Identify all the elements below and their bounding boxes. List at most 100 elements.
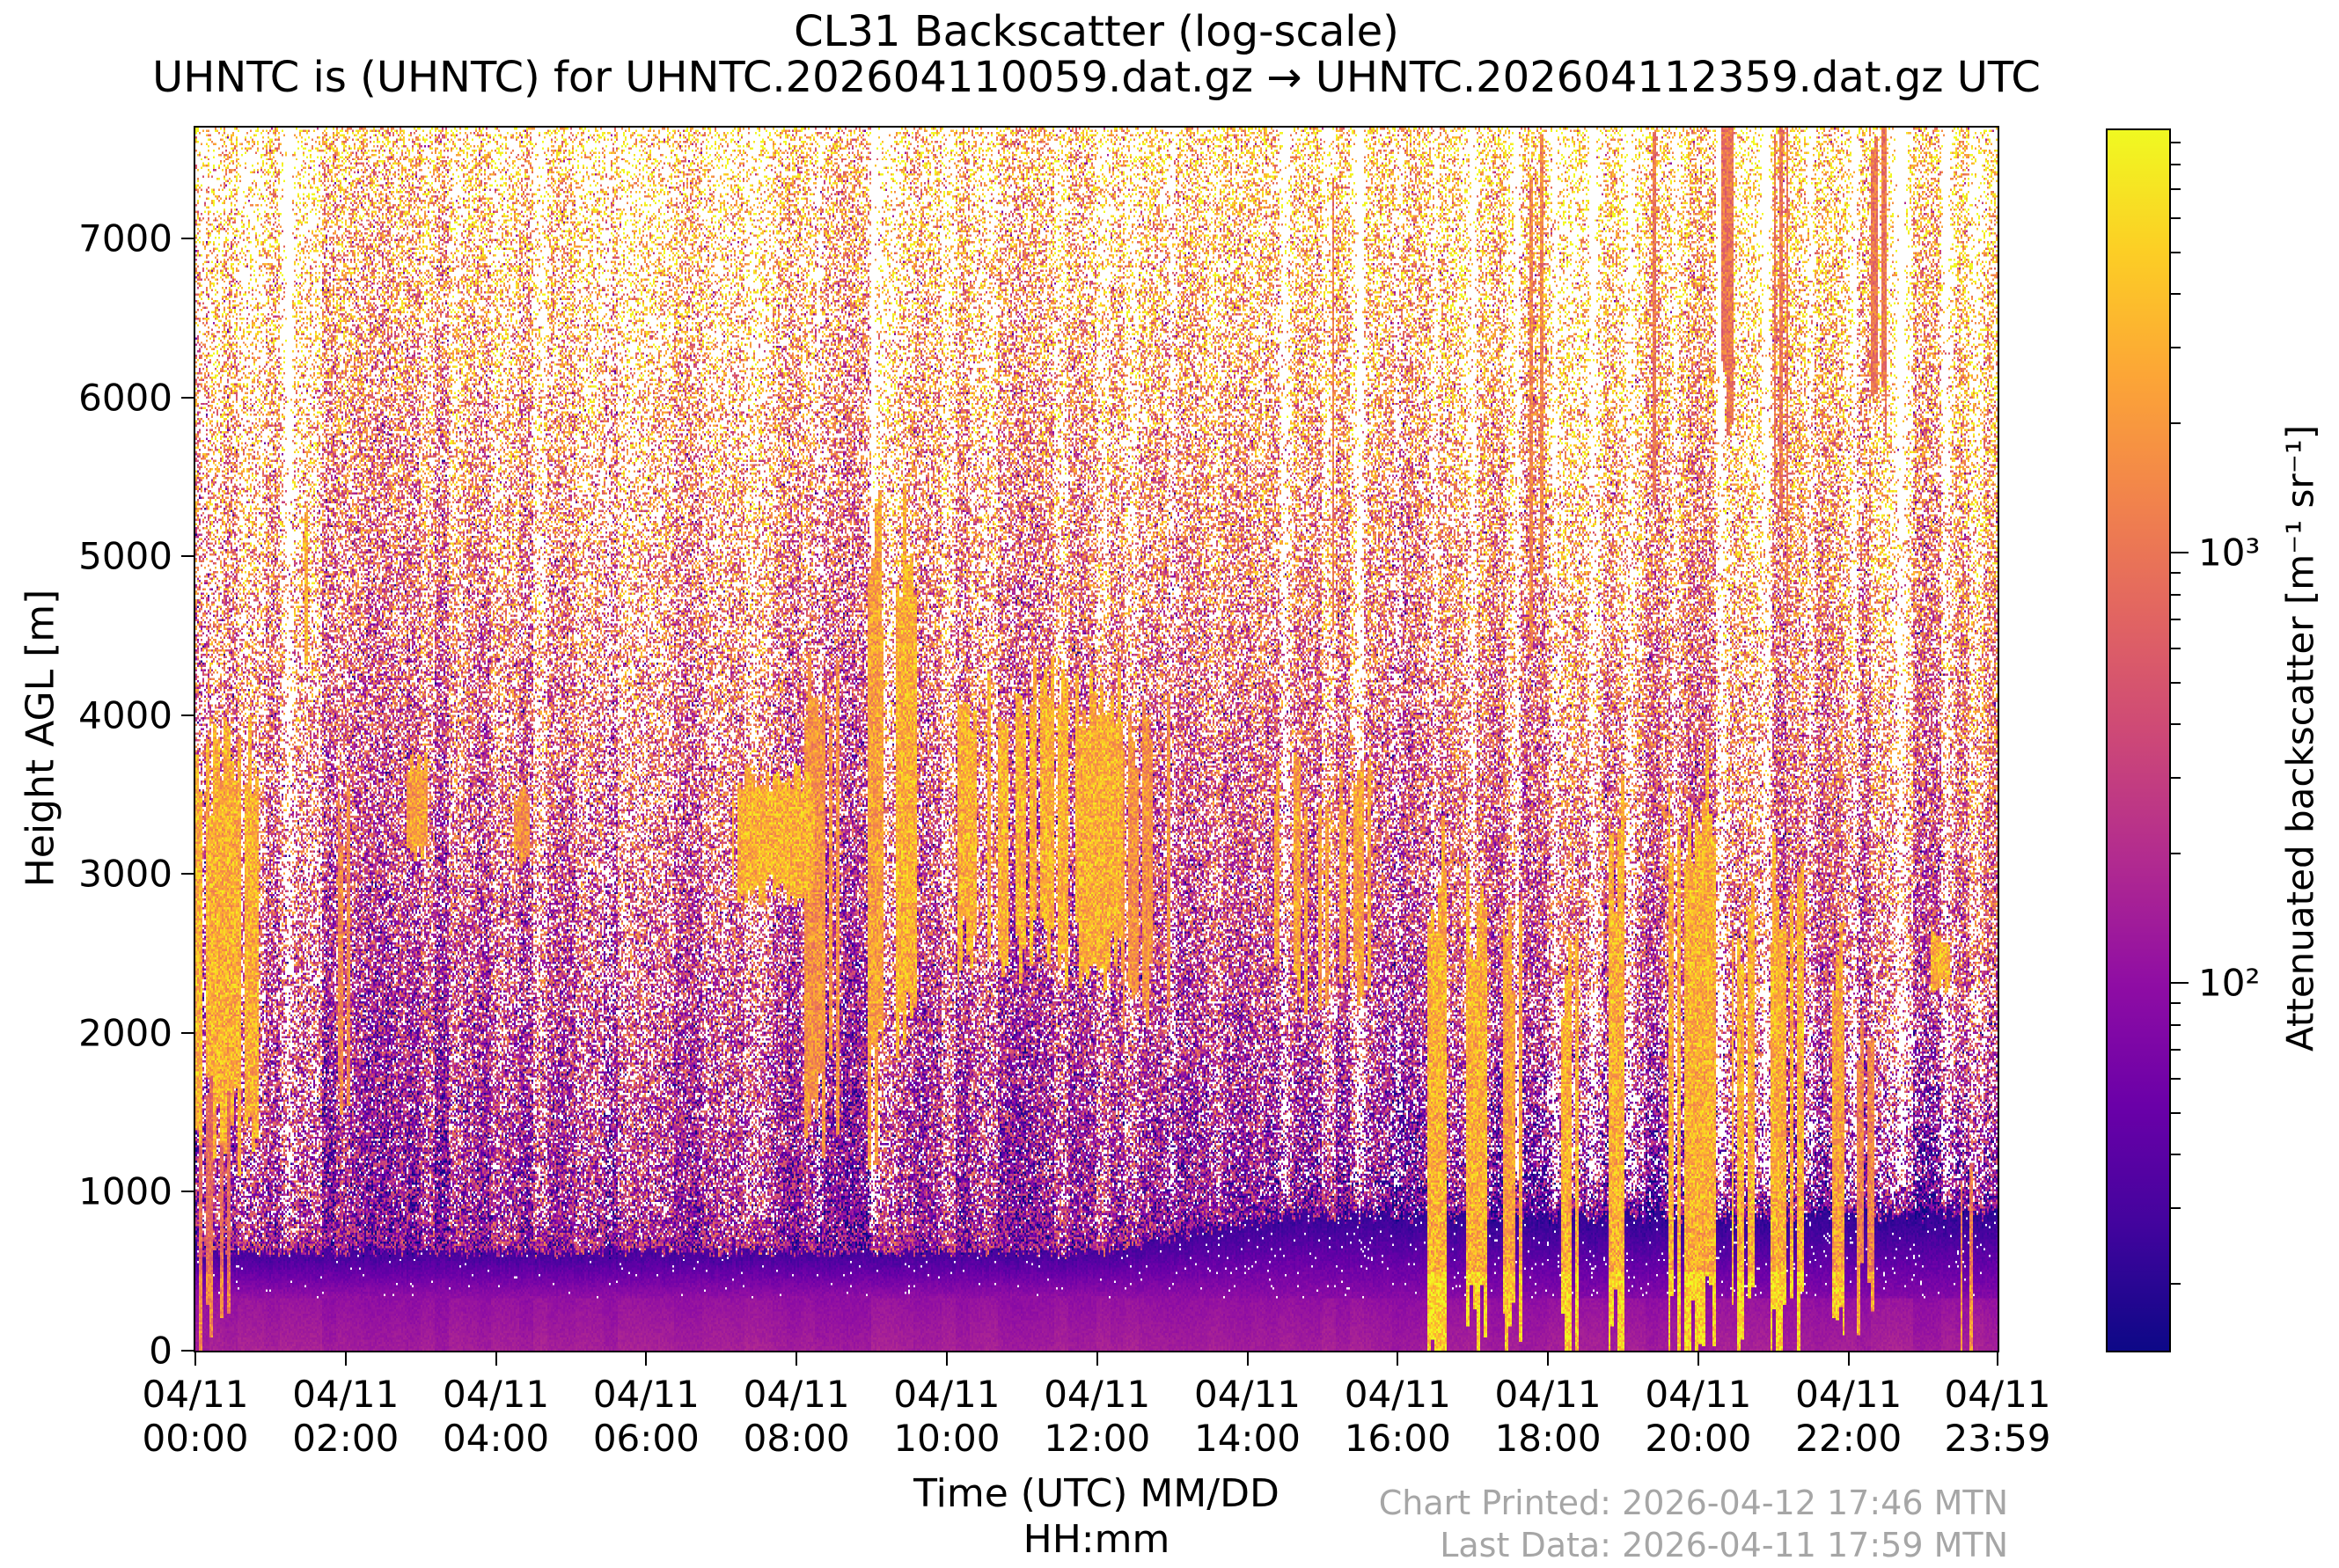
y-tick [181, 555, 194, 558]
colorbar-tick-label: 10² [2198, 961, 2261, 1005]
x-tick [1397, 1352, 1399, 1366]
colorbar-minor-tick [2171, 251, 2181, 253]
footer-chart-printed: Chart Printed: 2026-04-12 17:46 MTN [1378, 1484, 2008, 1522]
x-tick-label: 04/11 06:00 [593, 1373, 700, 1461]
x-tick-label-date: 04/11 [1795, 1373, 1903, 1416]
x-tick [194, 1352, 196, 1366]
x-tick [1997, 1352, 1998, 1366]
x-tick-label: 04/11 04:00 [443, 1373, 549, 1461]
colorbar-minor-tick [2171, 647, 2181, 649]
y-tick [181, 714, 194, 716]
colorbar-minor-tick [2171, 593, 2181, 596]
x-axis-label-line2: HH:mm [1023, 1517, 1170, 1562]
x-tick-label: 04/11 23:59 [1944, 1373, 2050, 1461]
x-tick-label-date: 04/11 [1944, 1373, 2051, 1416]
x-tick [1697, 1352, 1699, 1366]
x-tick [344, 1352, 347, 1366]
colorbar-minor-tick [2171, 619, 2181, 621]
x-tick-label: 04/11 02:00 [292, 1373, 399, 1461]
x-tick-label-time: 18:00 [1494, 1417, 1602, 1460]
colorbar-minor-tick [2171, 422, 2181, 425]
y-tick-label: 7000 [78, 216, 172, 260]
y-tick-label: 0 [149, 1329, 172, 1373]
colorbar-minor-tick [2171, 292, 2181, 295]
colorbar-minor-tick [2171, 141, 2181, 143]
x-tick-label-date: 04/11 [443, 1373, 550, 1416]
y-tick-label: 2000 [78, 1011, 172, 1055]
x-tick-label-date: 04/11 [1193, 1373, 1301, 1416]
x-tick-label: 04/11 10:00 [893, 1373, 1000, 1461]
x-tick-label: 04/11 08:00 [744, 1373, 850, 1461]
x-tick-label-time: 02:00 [292, 1417, 400, 1460]
y-tick-label: 3000 [78, 852, 172, 896]
x-tick-label: 04/11 14:00 [1194, 1373, 1301, 1461]
x-tick-label-date: 04/11 [142, 1373, 249, 1416]
x-tick-label-time: 16:00 [1344, 1417, 1451, 1460]
x-tick-label: 04/11 12:00 [1044, 1373, 1150, 1461]
x-tick-label-date: 04/11 [893, 1373, 1001, 1416]
x-tick [945, 1352, 948, 1366]
colorbar-minor-tick [2171, 722, 2181, 725]
colorbar-major-tick [2171, 552, 2189, 554]
x-tick-label-date: 04/11 [743, 1373, 850, 1416]
chart-title: CL31 Backscatter (log-scale) [794, 7, 1399, 56]
colorbar-minor-tick [2171, 777, 2181, 780]
footer-last-data: Last Data: 2026-04-11 17:59 MTN [1440, 1526, 2008, 1564]
x-tick [1246, 1352, 1249, 1366]
colorbar-minor-tick [2171, 571, 2181, 574]
colorbar-minor-tick [2171, 1207, 2181, 1210]
y-tick-label: 6000 [78, 376, 172, 420]
colorbar-minor-tick [2171, 1001, 2181, 1004]
x-tick-label-time: 00:00 [142, 1417, 249, 1460]
x-tick-label-date: 04/11 [1044, 1373, 1151, 1416]
x-tick-label-time: 14:00 [1193, 1417, 1301, 1460]
colorbar-major-tick [2171, 982, 2189, 985]
x-tick-label-time: 04:00 [443, 1417, 550, 1460]
colorbar-minor-tick [2171, 681, 2181, 684]
plot-area [194, 126, 1999, 1352]
x-tick [645, 1352, 648, 1366]
colorbar-minor-tick [2171, 1077, 2181, 1080]
x-tick-label-date: 04/11 [1344, 1373, 1451, 1416]
y-tick-label: 4000 [78, 693, 172, 737]
x-axis-label-line1: Time (UTC) MM/DD [913, 1471, 1279, 1516]
x-tick-label: 04/11 18:00 [1495, 1373, 1602, 1461]
x-tick-label-time: 23:59 [1944, 1417, 2051, 1460]
y-tick [181, 1031, 194, 1034]
colorbar-minor-tick [2171, 163, 2181, 165]
x-axis-label: Time (UTC) MM/DD HH:mm [913, 1471, 1279, 1563]
x-tick-label-time: 22:00 [1795, 1417, 1903, 1460]
colorbar-minor-tick [2171, 1023, 2181, 1026]
colorbar-minor-tick [2171, 188, 2181, 191]
y-tick [181, 396, 194, 399]
x-tick-label-time: 10:00 [893, 1417, 1001, 1460]
x-tick-label: 04/11 16:00 [1345, 1373, 1451, 1461]
x-tick-label: 04/11 22:00 [1795, 1373, 1902, 1461]
colorbar-minor-tick [2171, 216, 2181, 219]
x-tick-label: 04/11 00:00 [142, 1373, 248, 1461]
colorbar-minor-tick [2171, 853, 2181, 855]
colorbar-minor-tick [2171, 1154, 2181, 1156]
x-tick-label: 04/11 20:00 [1645, 1373, 1751, 1461]
x-tick-label-time: 20:00 [1645, 1417, 1752, 1460]
x-tick [796, 1352, 798, 1366]
y-tick-label: 5000 [78, 534, 172, 578]
x-tick-label-date: 04/11 [292, 1373, 400, 1416]
chart-subtitle: UHNTC is (UHNTC) for UHNTC.202604110059.… [152, 53, 2041, 102]
y-tick [181, 238, 194, 240]
y-tick [181, 1350, 194, 1352]
colorbar-tick-label: 10³ [2198, 531, 2261, 575]
x-tick-label-date: 04/11 [1645, 1373, 1752, 1416]
y-tick [181, 873, 194, 876]
y-tick [181, 1191, 194, 1193]
colorbar-minor-tick [2171, 1111, 2181, 1114]
x-tick [1847, 1352, 1850, 1366]
colorbar-minor-tick [2171, 1283, 2181, 1286]
x-tick-label-time: 06:00 [592, 1417, 700, 1460]
x-tick [1096, 1352, 1098, 1366]
y-tick-label: 1000 [78, 1169, 172, 1213]
x-tick-label-date: 04/11 [1494, 1373, 1602, 1416]
x-tick-label-date: 04/11 [592, 1373, 700, 1416]
colorbar [2106, 128, 2171, 1352]
